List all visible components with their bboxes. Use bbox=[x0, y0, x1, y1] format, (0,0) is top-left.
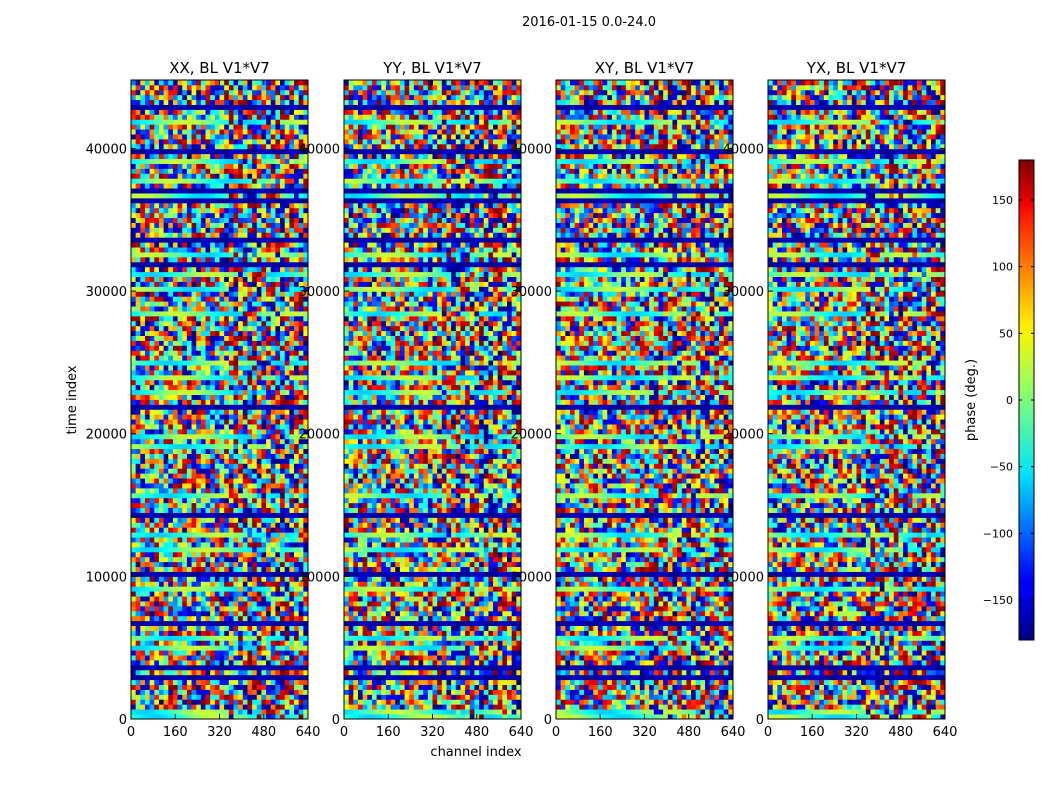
phase-heatmap bbox=[556, 80, 734, 720]
panel-xx: XX, BL V1*V7 0 160 320 480 640 0 10000 20000 3000… bbox=[86, 59, 321, 740]
y-tick-label: 30000 bbox=[86, 285, 127, 300]
y-tick-label: 40000 bbox=[86, 142, 127, 157]
x-tick-label: 160 bbox=[376, 725, 401, 740]
x-tick-label: 160 bbox=[163, 725, 188, 740]
panel-title: XX, BL V1*V7 bbox=[169, 59, 270, 77]
y-tick-label: 30000 bbox=[511, 285, 552, 300]
x-tick-label: 0 bbox=[552, 725, 560, 740]
x-tick-label: 160 bbox=[588, 725, 613, 740]
y-tick-label: 20000 bbox=[86, 428, 127, 443]
colorbar-tick-label: 150 bbox=[992, 194, 1013, 207]
x-tick-label: 640 bbox=[296, 725, 321, 740]
y-tick-label: 20000 bbox=[299, 428, 340, 443]
x-tick-label: 480 bbox=[251, 725, 276, 740]
y-tick-label: 0 bbox=[119, 713, 127, 728]
panel-title: YY, BL V1*V7 bbox=[382, 59, 481, 77]
y-tick-label: 40000 bbox=[723, 142, 764, 157]
x-tick-label: 480 bbox=[888, 725, 913, 740]
colorbar-tick-label: −50 bbox=[990, 461, 1013, 474]
panel-title: XY, BL V1*V7 bbox=[595, 59, 695, 77]
phase-heatmap bbox=[131, 80, 309, 720]
panel-title: YX, BL V1*V7 bbox=[806, 59, 907, 77]
y-tick-label: 10000 bbox=[723, 570, 764, 585]
colorbar-tick-label: −100 bbox=[983, 527, 1013, 540]
x-tick-label: 0 bbox=[127, 725, 135, 740]
x-tick-label: 0 bbox=[764, 725, 772, 740]
colorbar-label: phase (deg.) bbox=[964, 359, 979, 441]
x-tick-label: 640 bbox=[721, 725, 746, 740]
x-tick-label: 0 bbox=[340, 725, 348, 740]
x-tick-label: 320 bbox=[420, 725, 445, 740]
colorbar-ticks: −150 −100 −50 0 50 100 150 bbox=[983, 194, 1034, 607]
colorbar: −150 −100 −50 0 50 100 150 phase (deg.) bbox=[964, 159, 1035, 641]
y-tick-label: 0 bbox=[756, 713, 764, 728]
y-tick-label: 20000 bbox=[723, 428, 764, 443]
x-tick-label: 640 bbox=[933, 725, 958, 740]
x-tick-label: 160 bbox=[800, 725, 825, 740]
y-tick-label: 40000 bbox=[299, 142, 340, 157]
panel-xy: XY, BL V1*V7 0 160 320 480 640 0 10000 20000 3000… bbox=[511, 59, 746, 740]
x-tick-label: 640 bbox=[509, 725, 534, 740]
phase-heatmap bbox=[768, 80, 946, 720]
y-tick-label: 30000 bbox=[723, 285, 764, 300]
y-tick-label: 30000 bbox=[299, 285, 340, 300]
x-tick-label: 320 bbox=[632, 725, 657, 740]
x-axis-label: channel index bbox=[430, 745, 521, 760]
y-tick-label: 0 bbox=[332, 713, 340, 728]
colorbar-tick-label: 50 bbox=[999, 327, 1013, 340]
colorbar-tick-label: −150 bbox=[983, 594, 1013, 607]
panel-yx: YX, BL V1*V7 0 160 320 480 640 0 10000 20000 3000… bbox=[723, 59, 958, 740]
y-tick-label: 0 bbox=[544, 713, 552, 728]
x-tick-label: 320 bbox=[207, 725, 232, 740]
x-tick-label: 480 bbox=[676, 725, 701, 740]
x-tick-label: 480 bbox=[464, 725, 489, 740]
y-tick-label: 10000 bbox=[299, 570, 340, 585]
y-tick-label: 20000 bbox=[511, 428, 552, 443]
x-tick-label: 320 bbox=[844, 725, 869, 740]
y-tick-label: 10000 bbox=[511, 570, 552, 585]
y-tick-label: 40000 bbox=[511, 142, 552, 157]
figure-suptitle: 2016-01-15 0.0-24.0 bbox=[522, 15, 656, 30]
colorbar-tick-label: 0 bbox=[1006, 394, 1013, 407]
phase-heatmap bbox=[344, 80, 522, 720]
panel-yy: YY, BL V1*V7 0 160 320 480 640 0 10000 20000 3000… bbox=[299, 59, 534, 740]
y-axis-label: time index bbox=[65, 365, 80, 434]
panels: XX, BL V1*V7 0 160 320 480 640 0 10000 20000 3000… bbox=[86, 59, 958, 740]
y-tick-label: 10000 bbox=[86, 570, 127, 585]
colorbar-tick-label: 100 bbox=[992, 261, 1013, 274]
